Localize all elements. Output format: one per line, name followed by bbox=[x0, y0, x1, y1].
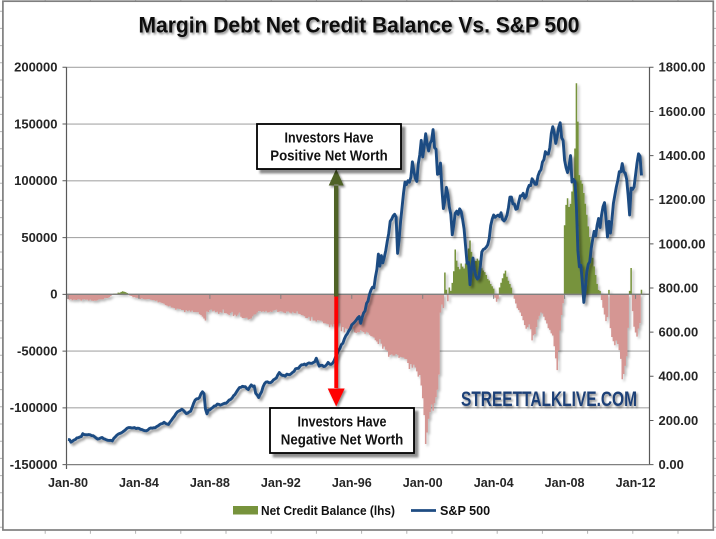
svg-text:1600.00: 1600.00 bbox=[659, 104, 706, 119]
svg-text:Investors Have: Investors Have bbox=[285, 130, 374, 147]
svg-text:Jan-04: Jan-04 bbox=[474, 476, 514, 490]
svg-text:50000: 50000 bbox=[21, 230, 57, 245]
svg-text:Jan-92: Jan-92 bbox=[261, 476, 301, 490]
svg-text:Positive Net Worth: Positive Net Worth bbox=[270, 148, 388, 165]
svg-text:Negative Net Worth: Negative Net Worth bbox=[281, 432, 404, 449]
svg-text:1800.00: 1800.00 bbox=[659, 60, 706, 75]
svg-text:1400.00: 1400.00 bbox=[659, 148, 706, 163]
svg-text:-100000: -100000 bbox=[10, 400, 58, 415]
svg-text:800.00: 800.00 bbox=[659, 280, 699, 295]
svg-text:-50000: -50000 bbox=[17, 343, 57, 358]
svg-text:Jan-12: Jan-12 bbox=[616, 476, 656, 490]
svg-text:-150000: -150000 bbox=[10, 457, 58, 472]
svg-text:1200.00: 1200.00 bbox=[659, 192, 706, 207]
svg-text:Jan-88: Jan-88 bbox=[190, 476, 230, 490]
svg-text:Jan-00: Jan-00 bbox=[403, 476, 443, 490]
svg-text:Jan-80: Jan-80 bbox=[48, 476, 88, 490]
svg-text:Jan-84: Jan-84 bbox=[119, 476, 159, 490]
svg-text:Margin Debt Net Credit Balance: Margin Debt Net Credit Balance Vs. S&P 5… bbox=[139, 13, 580, 38]
svg-text:0.00: 0.00 bbox=[659, 457, 684, 472]
svg-text:1000.00: 1000.00 bbox=[659, 236, 706, 251]
svg-text:Net Credit Balance (lhs): Net Credit Balance (lhs) bbox=[261, 504, 395, 518]
svg-text:0: 0 bbox=[50, 287, 57, 302]
svg-text:S&P 500: S&P 500 bbox=[440, 504, 490, 518]
svg-text:600.00: 600.00 bbox=[659, 325, 699, 340]
svg-text:400.00: 400.00 bbox=[659, 369, 699, 384]
svg-text:200.00: 200.00 bbox=[659, 413, 699, 428]
svg-text:100000: 100000 bbox=[14, 173, 57, 188]
svg-text:STREETTALKLIVE.COM: STREETTALKLIVE.COM bbox=[461, 387, 637, 411]
svg-text:150000: 150000 bbox=[14, 116, 57, 131]
svg-text:200000: 200000 bbox=[14, 60, 57, 75]
svg-text:Investors Have: Investors Have bbox=[298, 414, 387, 431]
svg-text:Jan-96: Jan-96 bbox=[332, 476, 372, 490]
svg-text:Jan-08: Jan-08 bbox=[545, 476, 585, 490]
